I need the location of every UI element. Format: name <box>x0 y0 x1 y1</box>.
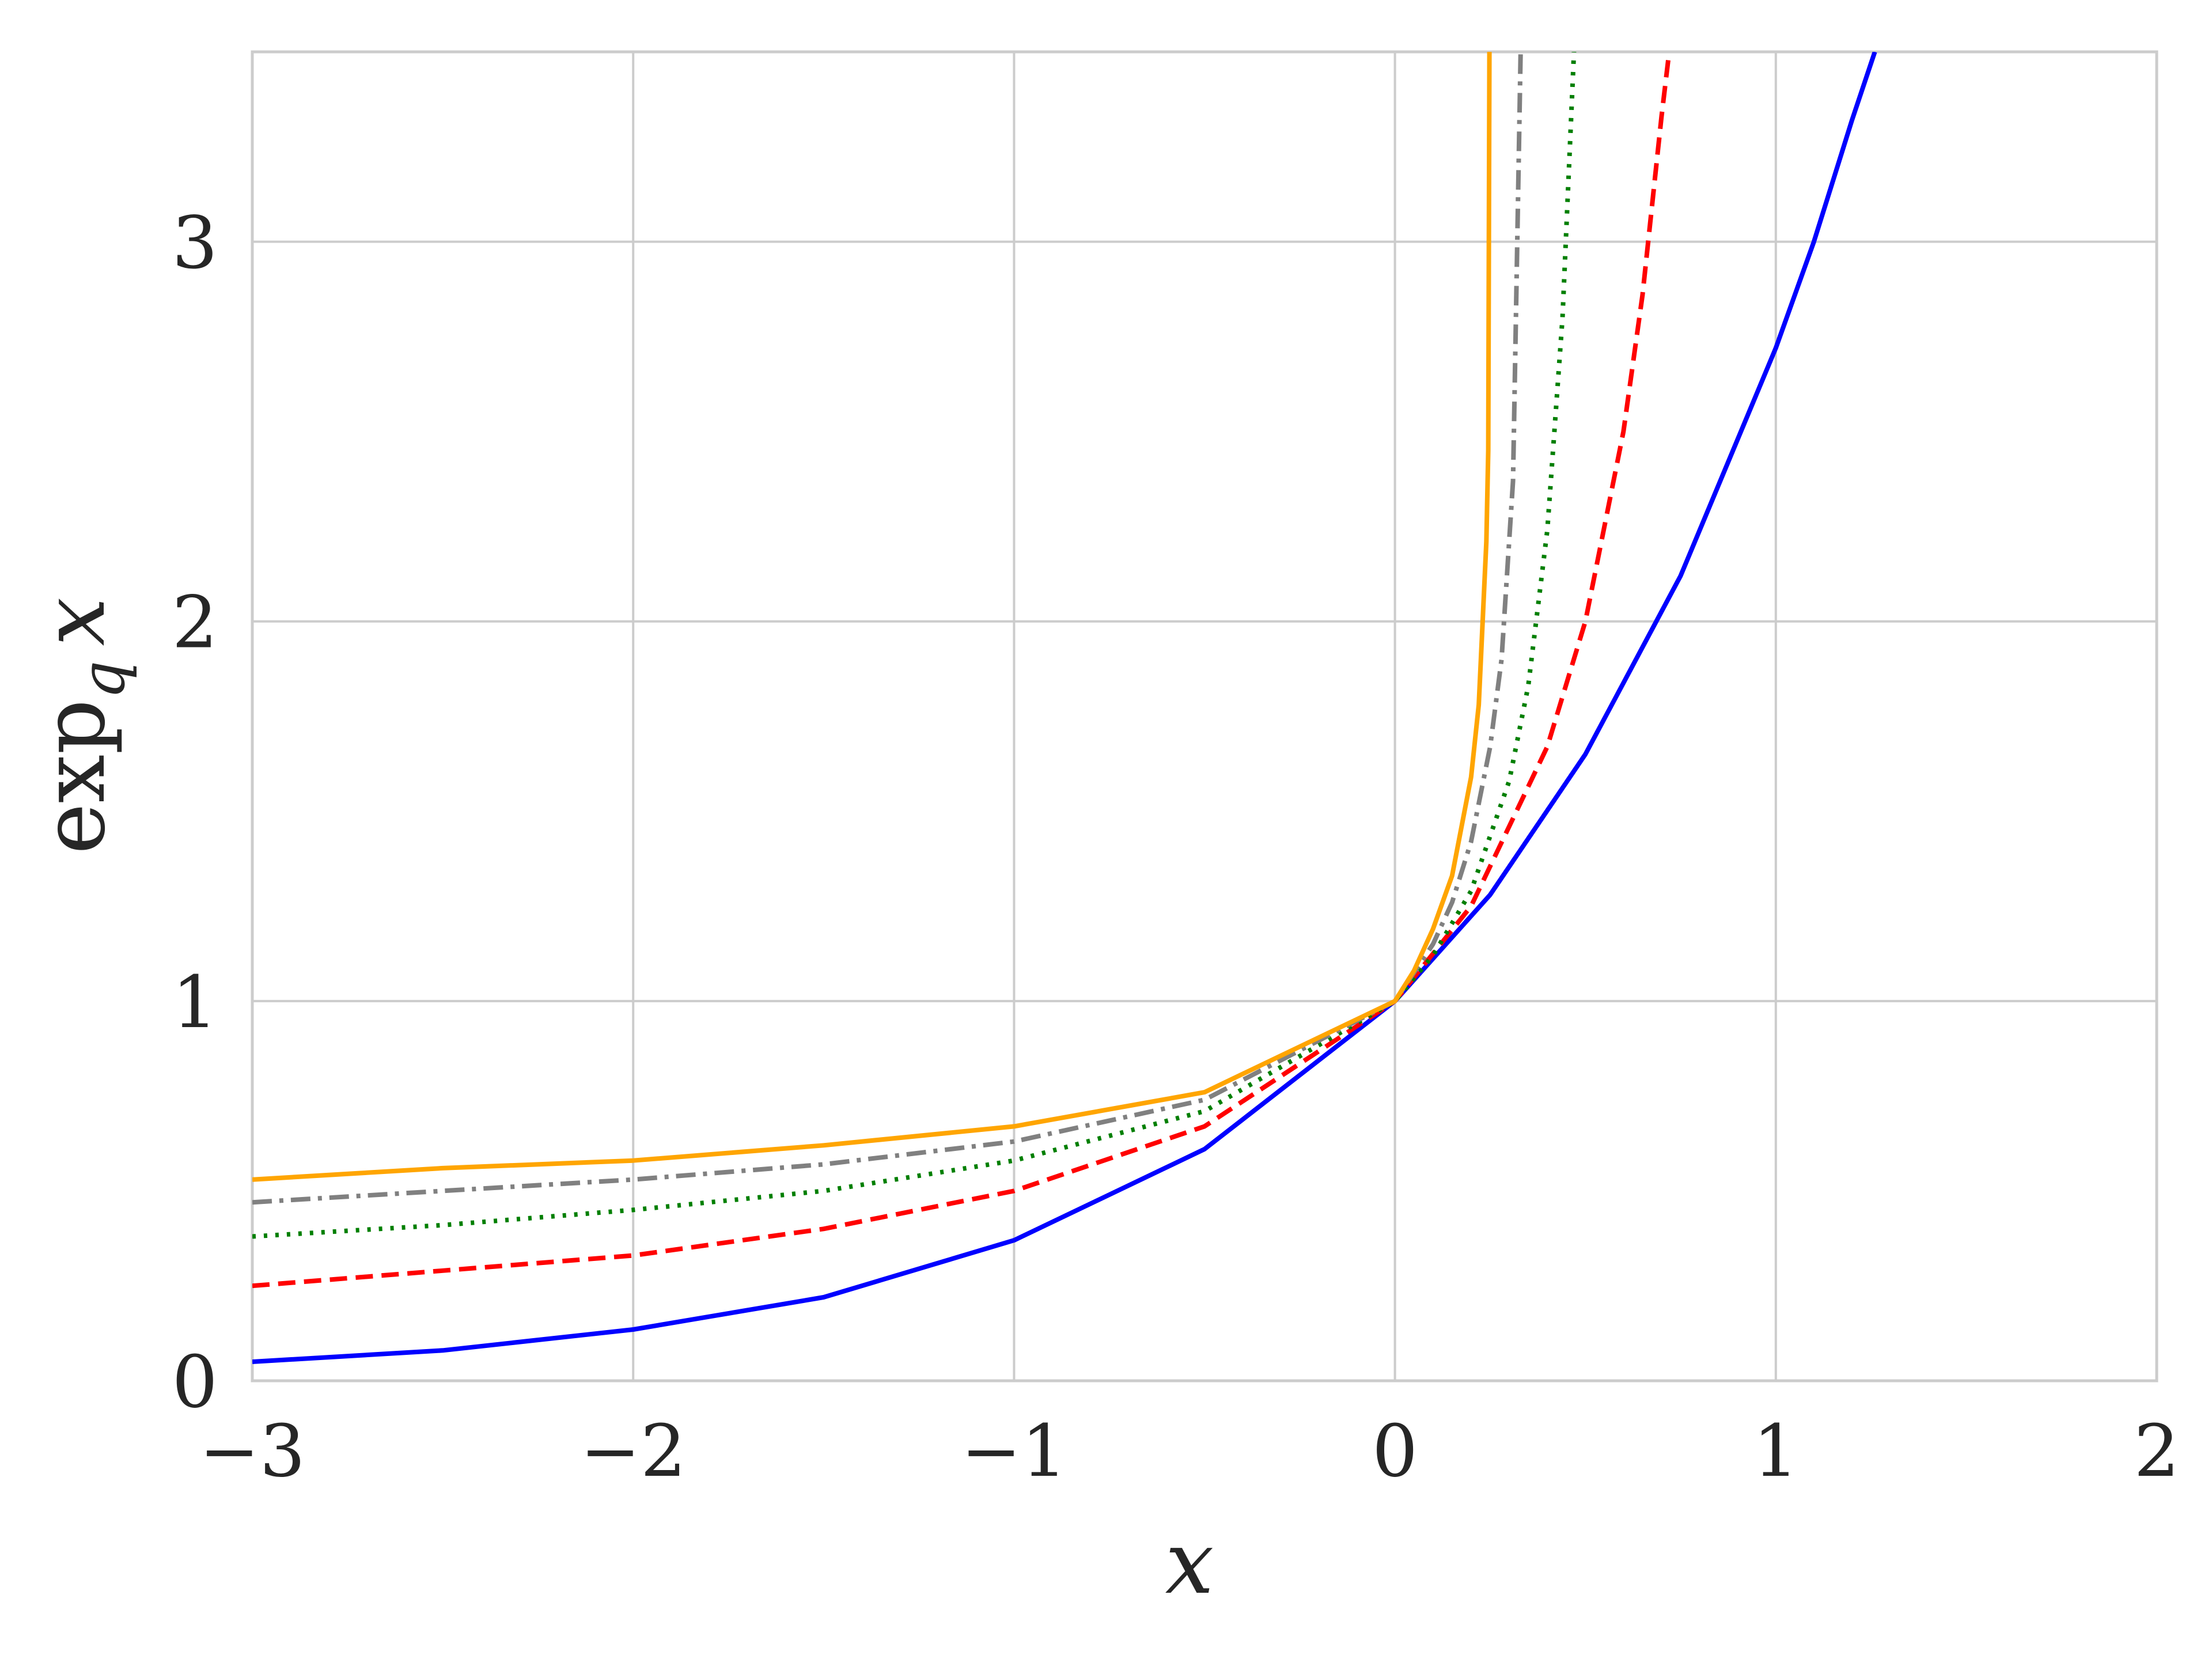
y-axis-label-main: exp <box>24 699 124 854</box>
y-tick-label: 2 <box>172 581 218 665</box>
y-axis-label-var: x <box>24 597 124 646</box>
x-tick-label: 1 <box>1753 1410 1799 1493</box>
series-line-5 <box>252 52 1492 1182</box>
series-line-2 <box>252 52 1672 1289</box>
x-tick-label: −1 <box>961 1410 1067 1493</box>
y-tick-label: 3 <box>172 202 218 285</box>
y-tick-labels: 0 1 2 3 <box>172 202 218 1424</box>
y-tick-label: 1 <box>172 961 218 1044</box>
x-tick-label: 2 <box>2134 1410 2180 1493</box>
y-axis-label-sub: q <box>68 661 138 699</box>
series-line-3 <box>252 52 1577 1239</box>
series-line-1 <box>252 52 1877 1364</box>
x-tick-labels: −3 −2 −1 0 1 2 <box>199 1410 2180 1493</box>
plot-border <box>251 50 2158 1382</box>
x-tick-label: −3 <box>199 1410 305 1493</box>
x-tick-label: 0 <box>1372 1410 1418 1493</box>
series-group <box>252 52 1877 1364</box>
y-axis-label: expqx <box>24 597 138 854</box>
svg-text:expqx: expqx <box>24 597 138 854</box>
plot-frame <box>251 50 2158 1382</box>
y-tick-label: 0 <box>172 1340 218 1424</box>
x-tick-label: −2 <box>580 1410 686 1493</box>
x-axis-label: x <box>1165 1513 1214 1613</box>
